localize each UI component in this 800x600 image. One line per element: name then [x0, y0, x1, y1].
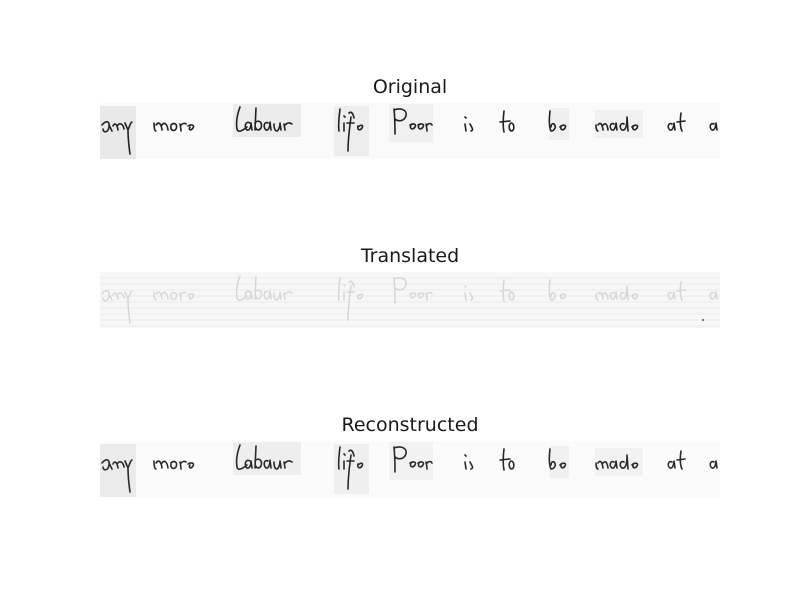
handwriting-strip-reconstructed	[100, 441, 720, 497]
panel-title-original: Original	[372, 76, 448, 98]
handwriting-strip-original	[100, 103, 720, 159]
panel-title-reconstructed: Reconstructed	[341, 414, 479, 436]
handwriting-image-original	[100, 103, 720, 159]
handwriting-image-reconstructed	[100, 441, 720, 497]
panel-title-translated: Translated	[360, 245, 460, 267]
handwriting-image-translated	[100, 272, 720, 328]
handwriting-strip-translated	[100, 272, 720, 328]
